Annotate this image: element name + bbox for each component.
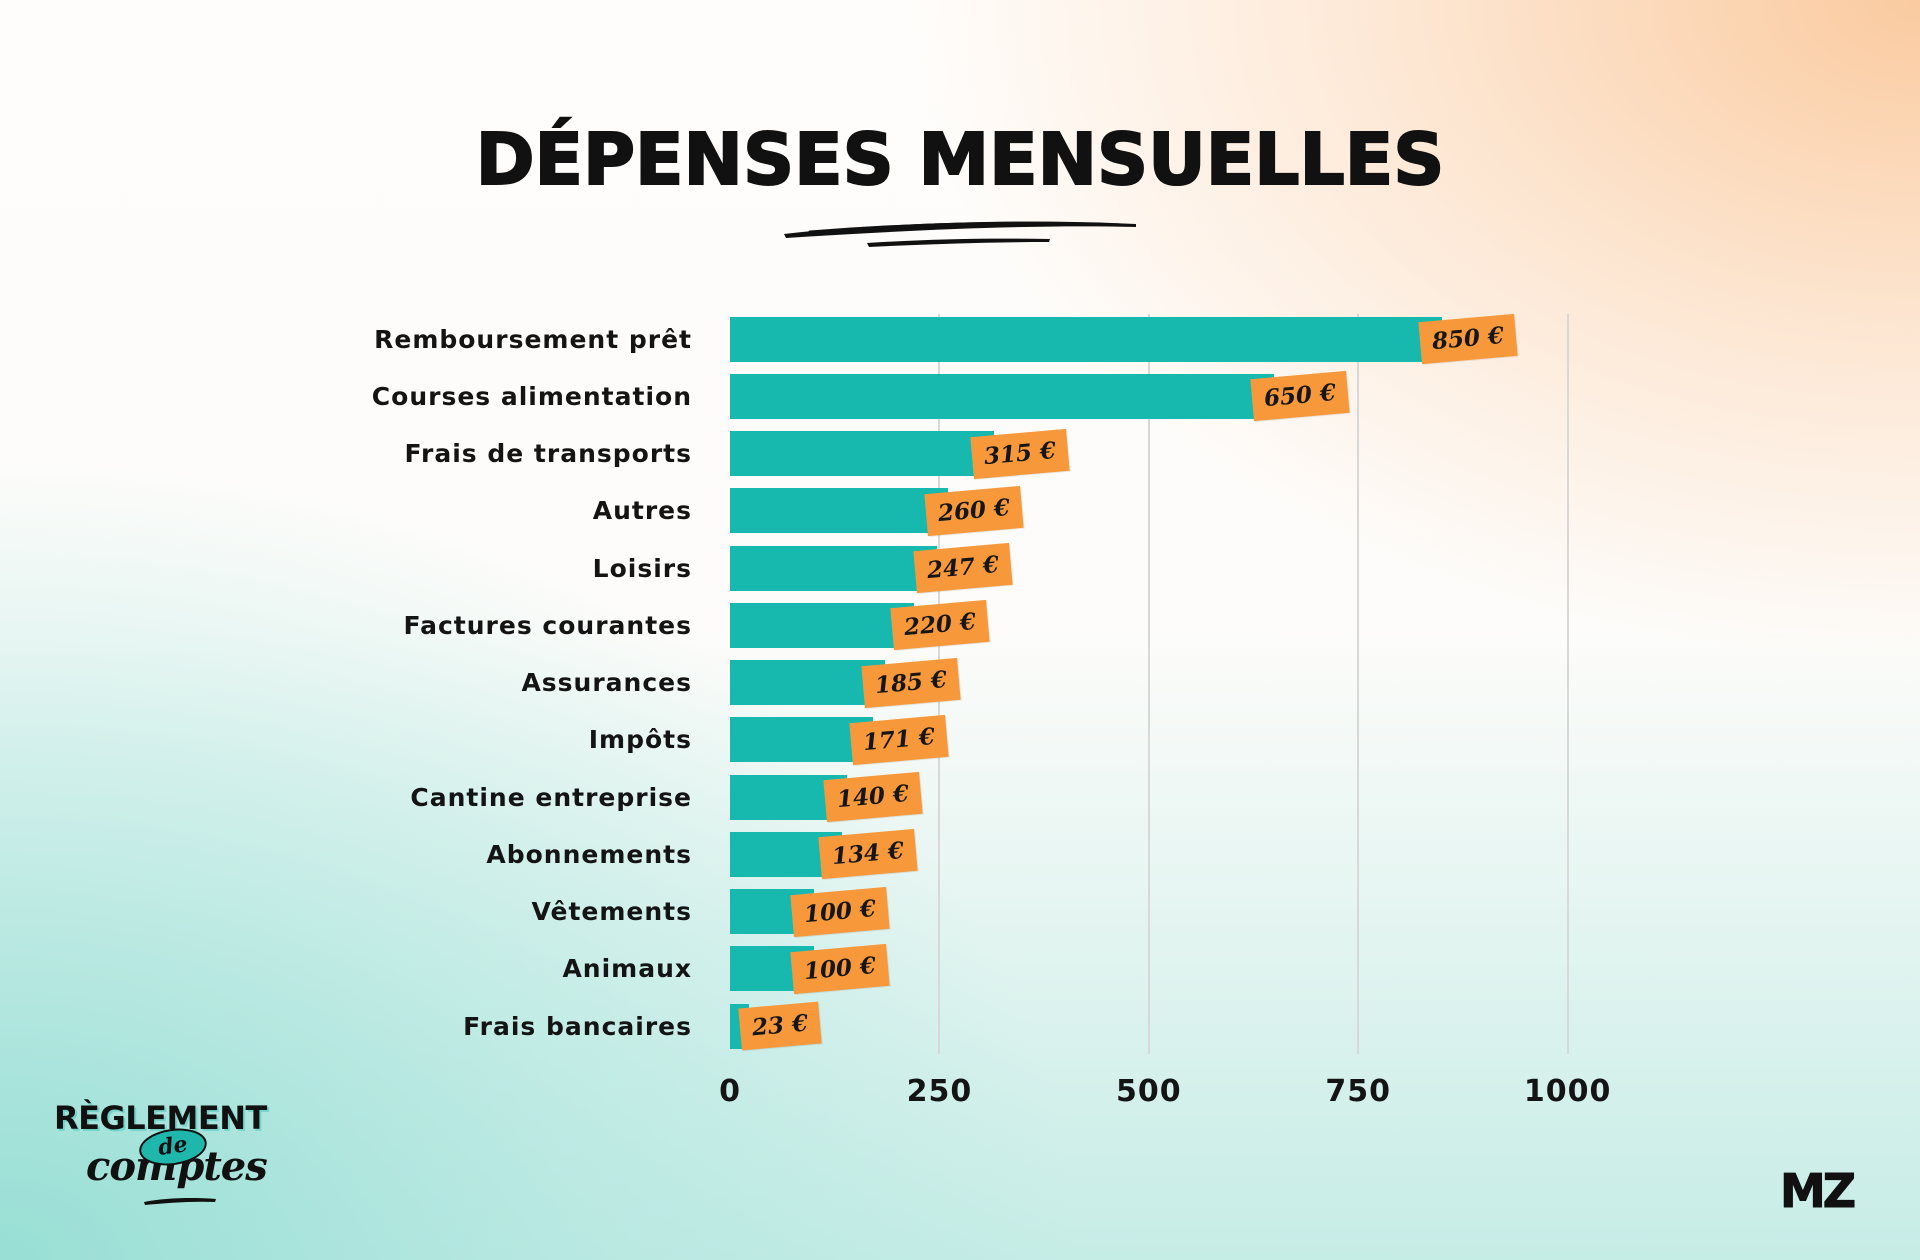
category-label: Impôts (588, 725, 692, 755)
chart-title: DÉPENSES MENSUELLES (475, 118, 1446, 201)
bar (730, 545, 937, 591)
category-label: Abonnements (486, 839, 692, 869)
bar (730, 717, 874, 763)
category-label: Autres (592, 496, 692, 526)
value-label: 850 € (1418, 313, 1518, 365)
x-tick-label: 500 (1115, 1074, 1182, 1109)
value-label: 100 € (790, 886, 890, 937)
logo-brush-stroke (144, 1198, 216, 1205)
category-label: Cantine entreprise (410, 782, 692, 812)
bar (730, 602, 915, 648)
value-label: 134 € (818, 829, 918, 880)
gridline (1147, 314, 1150, 1054)
value-label: 260 € (924, 485, 1024, 536)
category-label: Remboursement prêt (374, 324, 692, 354)
bar (730, 660, 885, 705)
category-label: Assurances (521, 668, 692, 697)
value-label: 171 € (849, 714, 949, 765)
value-label: 23 € (738, 1001, 822, 1051)
x-tick-label: 1000 (1523, 1074, 1612, 1109)
value-label: 100 € (790, 943, 890, 994)
gridline (1357, 314, 1360, 1054)
category-label: Loisirs (592, 553, 692, 583)
bar (730, 373, 1275, 419)
value-label: 650 € (1250, 371, 1351, 422)
reglement-de-comptes-logo: RÈGLEMENT comptes de (54, 1098, 304, 1213)
value-label: 247 € (913, 542, 1013, 594)
category-label: Frais de transports (404, 439, 692, 468)
category-label: Animaux (562, 954, 692, 984)
value-label: 315 € (970, 428, 1070, 479)
bar (730, 431, 994, 476)
bar (730, 316, 1442, 362)
x-tick-label: 250 (906, 1074, 973, 1109)
bar (730, 488, 948, 534)
gridline (1566, 314, 1569, 1054)
category-label: Factures courantes (403, 610, 692, 640)
title-underline-brush (784, 221, 1136, 247)
category-label: Courses alimentation (371, 381, 692, 411)
category-label: Frais bancaires (463, 1011, 692, 1041)
value-label: 220 € (890, 600, 990, 651)
x-tick-label: 750 (1325, 1074, 1391, 1109)
value-label: 185 € (861, 657, 961, 708)
value-label: 140 € (823, 771, 923, 823)
mz-logo: MZ (1779, 1164, 1856, 1218)
category-label: Vêtements (531, 897, 692, 926)
x-tick-label: 0 (719, 1074, 741, 1109)
